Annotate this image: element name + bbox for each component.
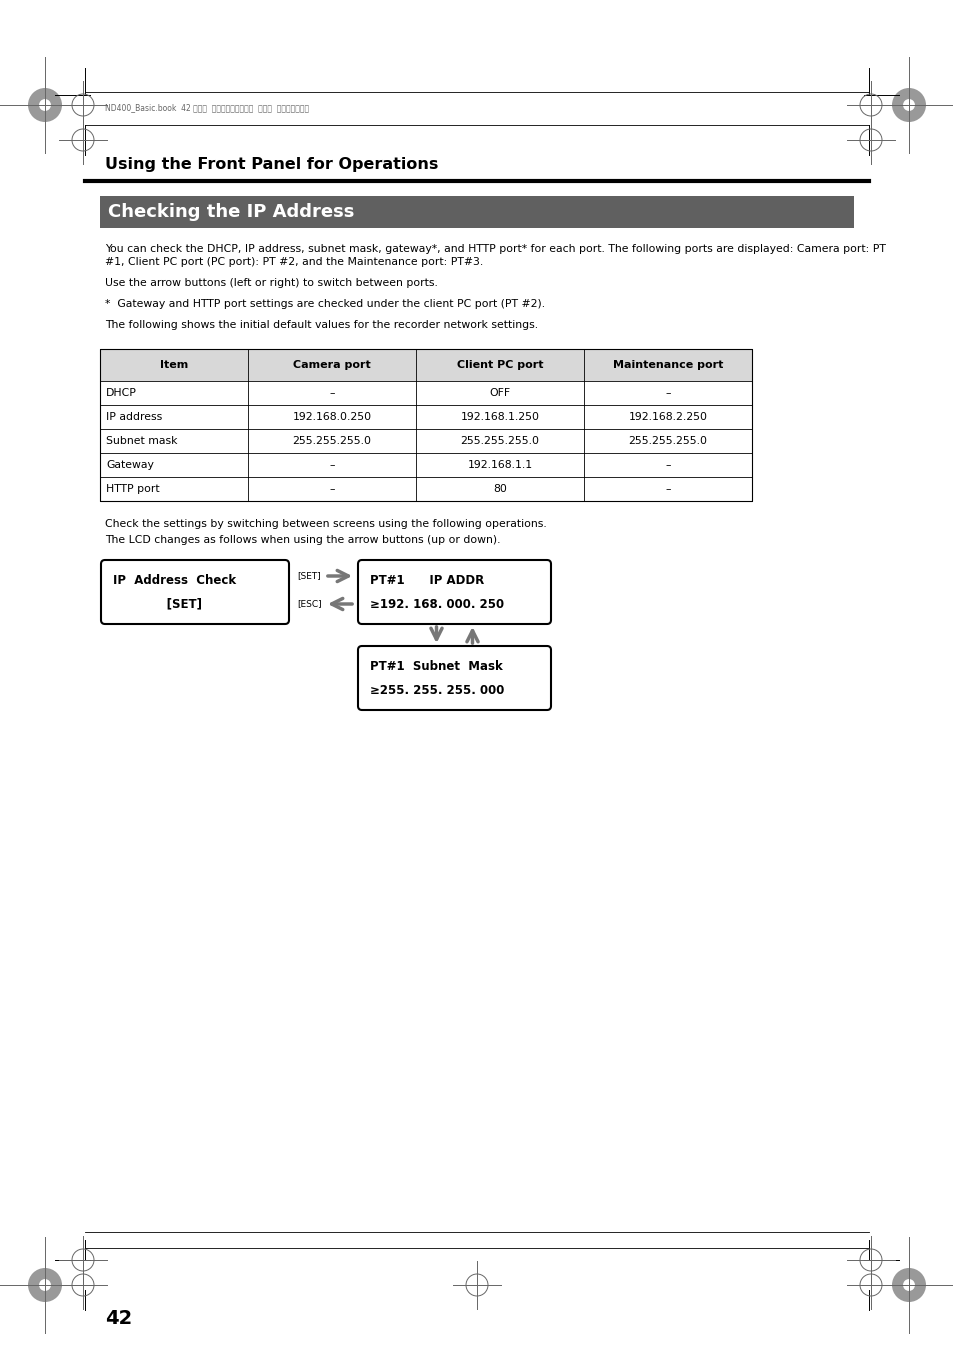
Circle shape (28, 88, 62, 122)
Bar (100, 349, 751, 501)
Text: You can check the DHCP, IP address, subnet mask, gateway*, and HTTP port* for ea: You can check the DHCP, IP address, subn… (105, 245, 885, 254)
FancyBboxPatch shape (101, 561, 289, 624)
Text: Using the Front Panel for Operations: Using the Front Panel for Operations (105, 158, 438, 173)
Text: PT#1      IP ADDR: PT#1 IP ADDR (370, 574, 484, 588)
Text: Use the arrow buttons (left or right) to switch between ports.: Use the arrow buttons (left or right) to… (105, 278, 437, 288)
Text: 255.255.255.0: 255.255.255.0 (293, 436, 371, 446)
Text: ≥192. 168. 000. 250: ≥192. 168. 000. 250 (370, 597, 503, 611)
Circle shape (891, 1269, 925, 1302)
Text: 192.168.1.1: 192.168.1.1 (467, 459, 532, 470)
Text: *  Gateway and HTTP port settings are checked under the client PC port (PT #2).: * Gateway and HTTP port settings are che… (105, 299, 544, 309)
Text: 192.168.0.250: 192.168.0.250 (293, 412, 371, 422)
Text: Camera port: Camera port (293, 359, 371, 370)
Text: –: – (664, 459, 670, 470)
Text: –: – (329, 459, 335, 470)
Text: –: – (664, 484, 670, 494)
Text: IP  Address  Check: IP Address Check (112, 574, 236, 588)
Text: Client PC port: Client PC port (456, 359, 542, 370)
Text: 192.168.1.250: 192.168.1.250 (460, 412, 539, 422)
Text: #1, Client PC port (PC port): PT #2, and the Maintenance port: PT#3.: #1, Client PC port (PC port): PT #2, and… (105, 257, 483, 267)
Text: –: – (664, 388, 670, 399)
FancyBboxPatch shape (357, 646, 551, 711)
Text: Checking the IP Address: Checking the IP Address (108, 203, 354, 222)
Bar (100, 349, 751, 381)
Circle shape (28, 1269, 62, 1302)
Text: [SET]: [SET] (296, 571, 320, 581)
Text: 42: 42 (105, 1309, 132, 1328)
Text: The LCD changes as follows when using the arrow buttons (up or down).: The LCD changes as follows when using th… (105, 535, 500, 544)
Text: [ESC]: [ESC] (296, 600, 321, 608)
Text: 192.168.2.250: 192.168.2.250 (628, 412, 707, 422)
Text: Gateway: Gateway (106, 459, 153, 470)
Text: ≥255. 255. 255. 000: ≥255. 255. 255. 000 (370, 684, 504, 697)
Text: [SET]: [SET] (112, 597, 202, 611)
Text: IP address: IP address (106, 412, 162, 422)
Text: Item: Item (160, 359, 188, 370)
Text: 80: 80 (493, 484, 506, 494)
Circle shape (902, 1279, 914, 1292)
Text: 255.255.255.0: 255.255.255.0 (460, 436, 539, 446)
Text: DHCP: DHCP (106, 388, 136, 399)
Text: Check the settings by switching between screens using the following operations.: Check the settings by switching between … (105, 519, 546, 530)
Text: HTTP port: HTTP port (106, 484, 159, 494)
Text: Subnet mask: Subnet mask (106, 436, 177, 446)
Text: –: – (329, 388, 335, 399)
Text: The following shows the initial default values for the recorder network settings: The following shows the initial default … (105, 320, 537, 330)
Circle shape (39, 99, 51, 111)
Circle shape (891, 88, 925, 122)
Text: OFF: OFF (489, 388, 510, 399)
FancyBboxPatch shape (357, 561, 551, 624)
Text: 255.255.255.0: 255.255.255.0 (628, 436, 707, 446)
Circle shape (902, 99, 914, 111)
Text: –: – (329, 484, 335, 494)
Text: PT#1  Subnet  Mask: PT#1 Subnet Mask (370, 661, 502, 674)
Bar (100, 196, 853, 228)
Text: ND400_Basic.book  42 ページ  ２００８年４月８日  火曜日  午後３時５９分: ND400_Basic.book 42 ページ ２００８年４月８日 火曜日 午後… (105, 104, 309, 112)
Circle shape (39, 1279, 51, 1292)
Text: Maintenance port: Maintenance port (612, 359, 722, 370)
